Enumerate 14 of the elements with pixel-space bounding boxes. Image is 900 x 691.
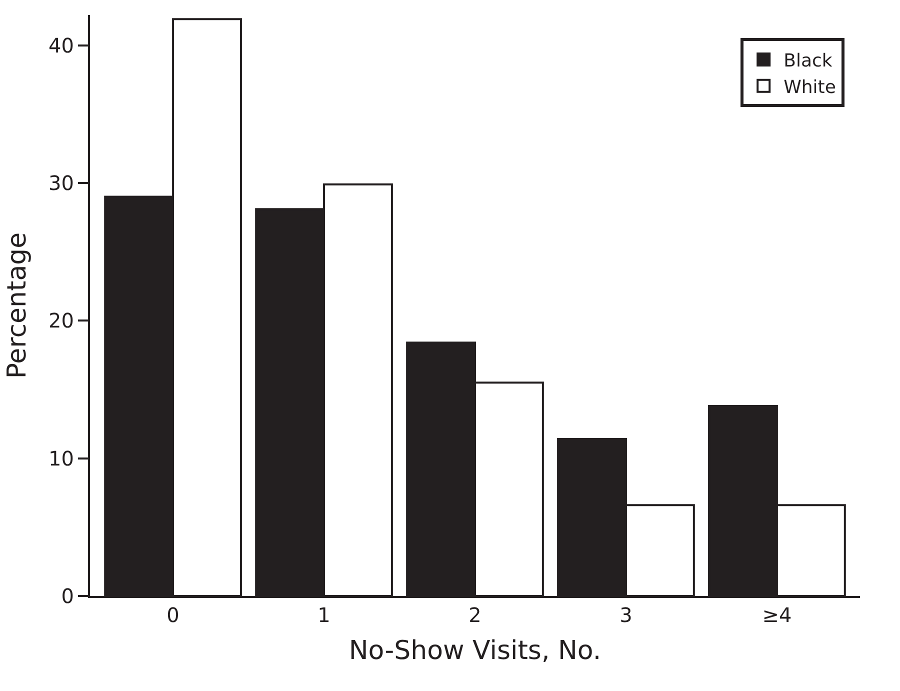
x-tick-label: 2	[468, 603, 482, 627]
legend-label: White	[784, 76, 836, 98]
y-tick-label: 40	[48, 33, 74, 58]
x-tick-label: 0	[166, 603, 180, 627]
x-tick-label: 1	[318, 603, 330, 627]
y-axis-title: Percentage	[2, 232, 32, 379]
x-axis-title: No-Show Visits, No.	[348, 636, 602, 666]
y-tick-label: 10	[48, 446, 74, 470]
y-tick-label: 30	[48, 170, 74, 195]
x-tick-label: ≥4	[762, 603, 792, 627]
y-tick-label: 0	[61, 584, 74, 608]
y-tick-label: 20	[48, 308, 74, 333]
x-tick-label: 3	[620, 603, 632, 627]
legend-label: Black	[784, 50, 833, 72]
